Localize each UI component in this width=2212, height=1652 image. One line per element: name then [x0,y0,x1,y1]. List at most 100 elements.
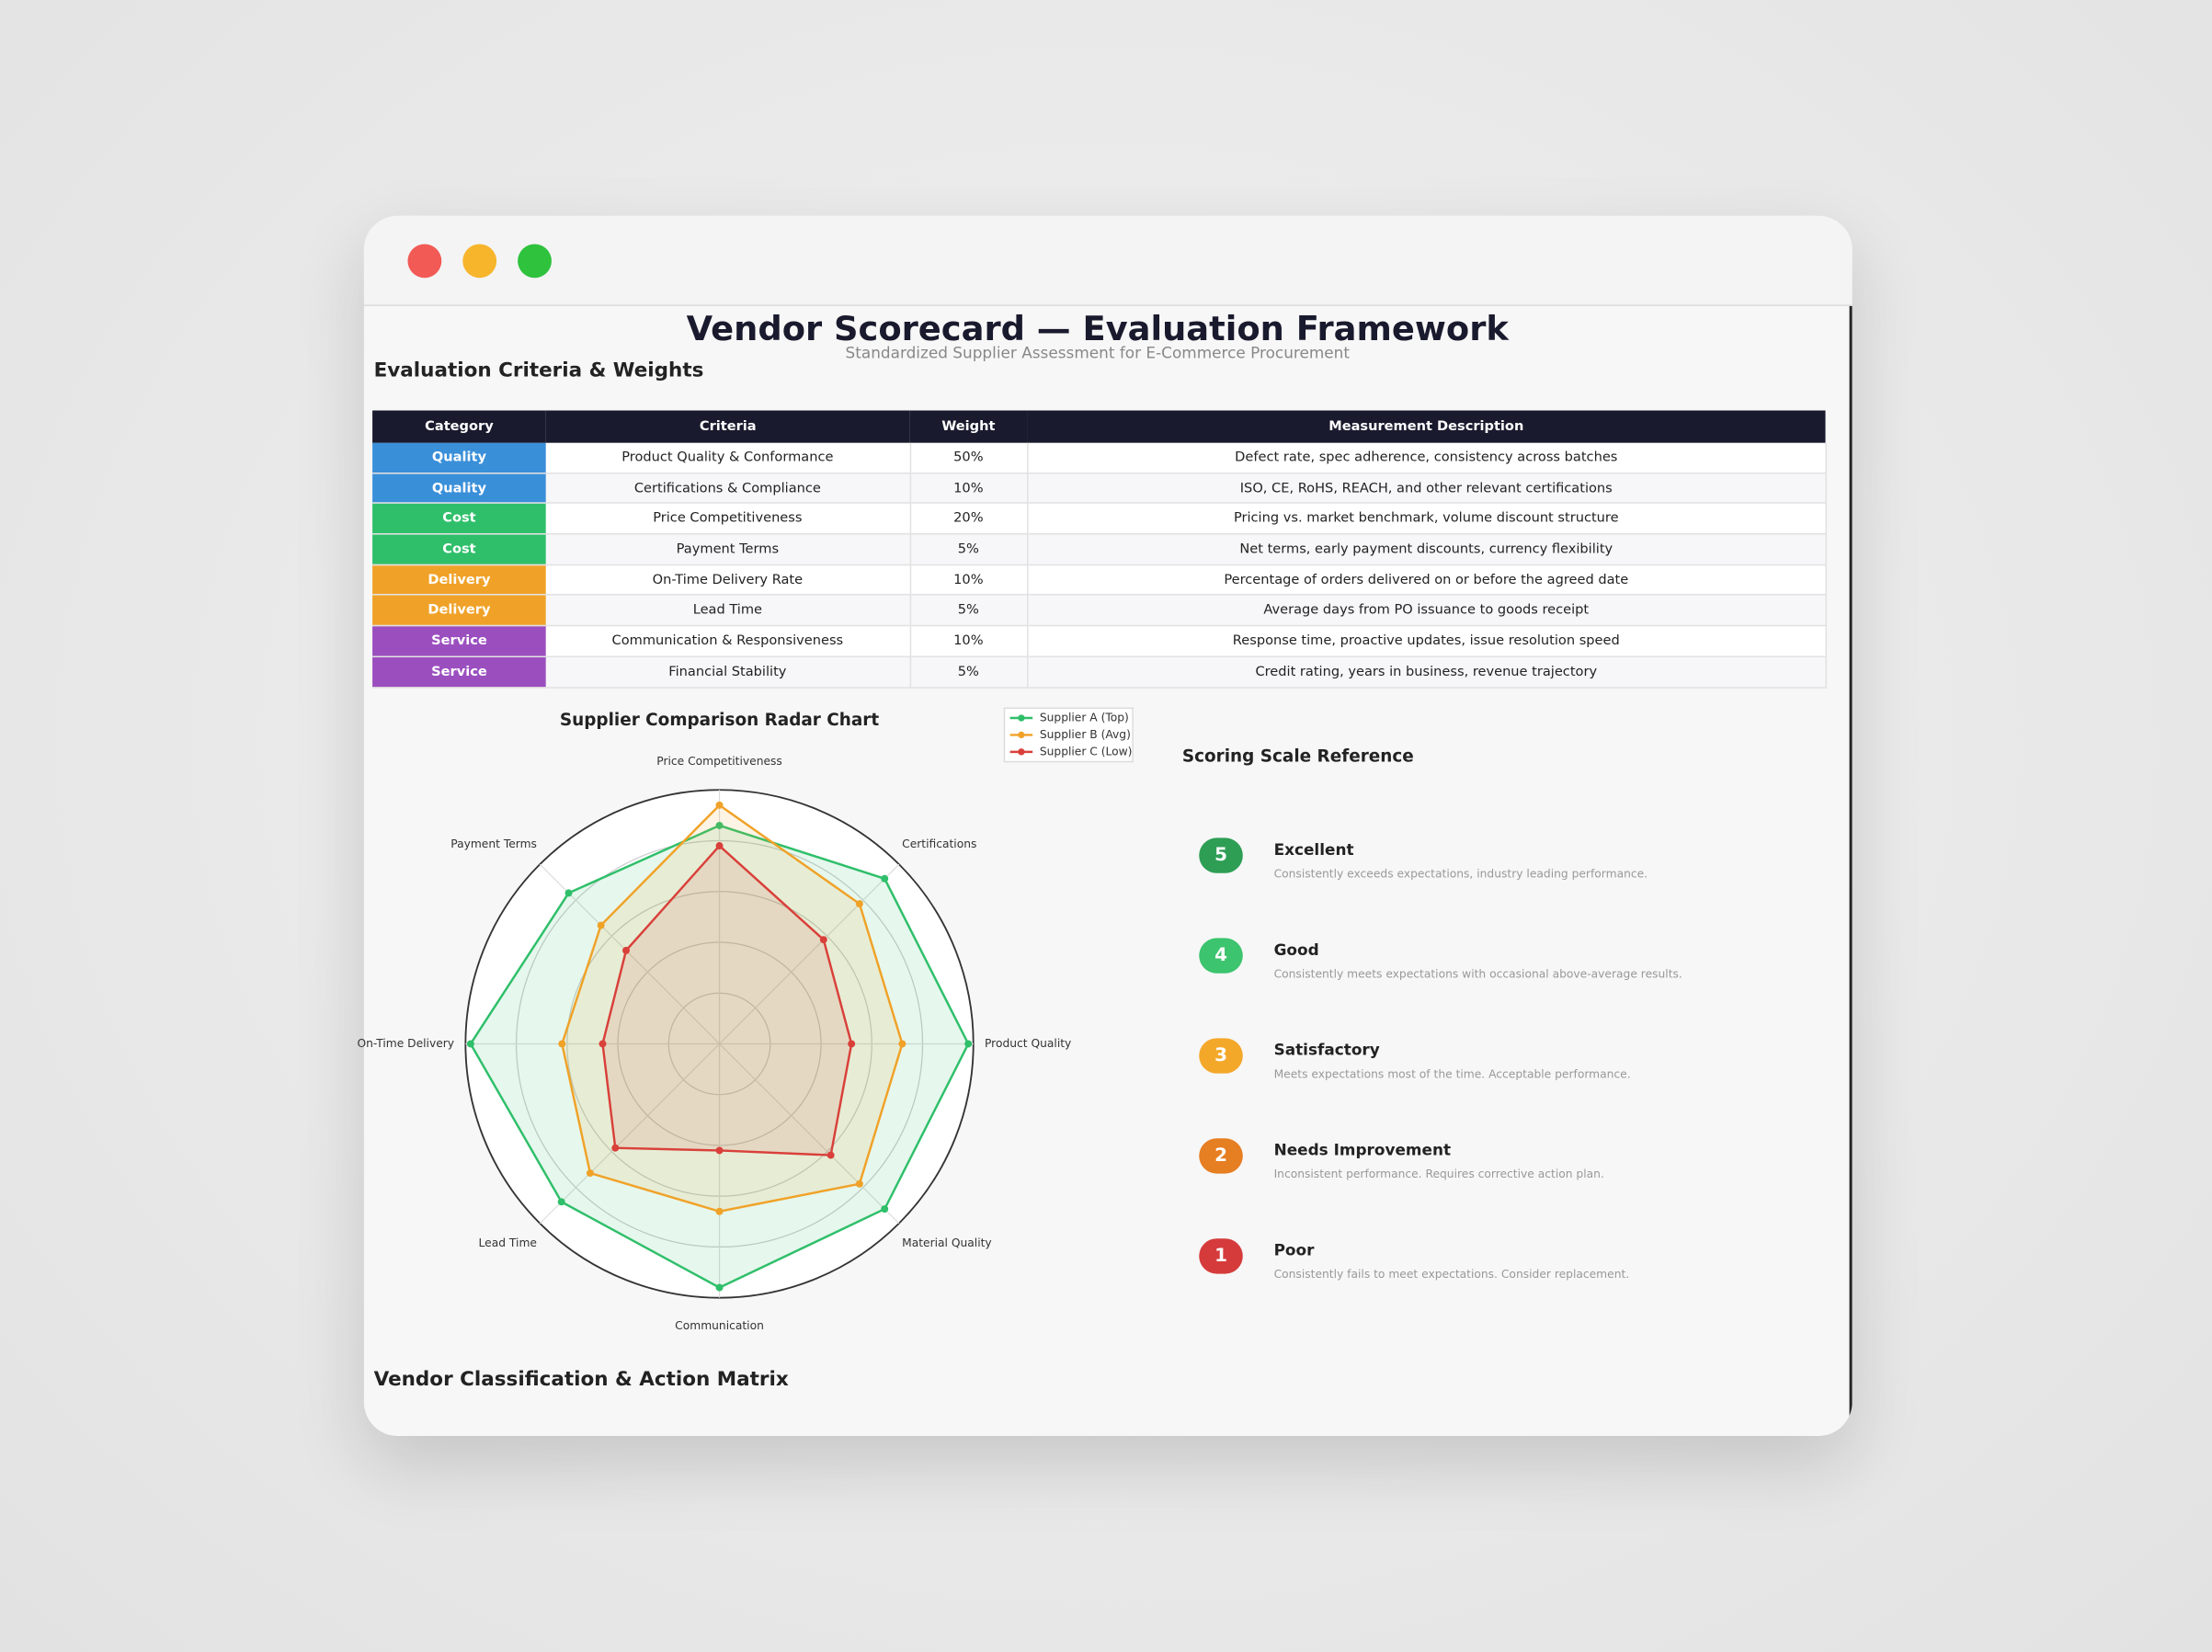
axis-label: Lead Time [479,1236,537,1249]
table-cell: Average days from PO issuance to goods r… [1027,595,1827,627]
table-cell: Price Competitiveness [545,503,911,535]
category-cell: Cost [372,503,546,535]
chart-title: Supplier Comparison Radar Chart [560,711,880,730]
axis-label: Communication [675,1319,764,1332]
axis-label: Price Competitiveness [656,755,782,768]
data-point [819,936,827,944]
criteria-table: Category Criteria Weight Measurement Descri… [372,410,1827,689]
table-cell: 5% [909,655,1028,689]
category-cell: Delivery [372,595,546,627]
score-label: Satisfactory [1273,1041,1380,1060]
score-description: Consistently fails to meet expectations.… [1273,1268,1630,1282]
data-point [855,900,863,908]
table-cell: Response time, proactive updates, issue … [1027,625,1827,657]
table-cell: ISO, CE, RoHS, REACH, and other relevant… [1027,473,1827,505]
column-header: Weight [909,410,1028,443]
data-point [715,801,724,809]
close-button[interactable] [407,244,442,279]
spoke [539,1043,720,1225]
table-cell: Pricing vs. market benchmark, volume dis… [1027,503,1827,535]
title-bar [363,215,1853,306]
section-title: Vendor Classification & Action Matrix [373,1368,789,1391]
data-point [964,1040,973,1048]
category-cell: Quality [372,442,546,474]
table-cell: Credit rating, years in business, revenu… [1027,655,1827,689]
score-badge: 4 [1199,938,1243,974]
score-label: Good [1273,940,1319,960]
data-point [848,1040,856,1048]
category-cell: Cost [372,533,546,565]
table-cell: Product Quality & Conformance [545,442,911,474]
table-cell: Communication & Responsiveness [545,625,911,657]
data-point [715,1207,724,1215]
table-row: Service Financial Stability 5% Credit ratin… [372,655,1827,689]
legend-label: Supplier A (Top) [1040,712,1129,724]
table-cell: Percentage of orders delivered on or bef… [1027,564,1827,597]
score-description: Consistently exceeds expectations, indus… [1273,867,1648,881]
table-row: Quality Product Quality & Conformance 50% D… [372,442,1827,474]
table-cell: 5% [909,595,1028,627]
data-point [622,946,630,954]
data-point [898,1040,906,1048]
data-point [715,1283,724,1292]
data-point [855,1179,863,1188]
column-header: Criteria [545,410,910,443]
column-header: Measurement Description [1027,410,1826,443]
data-point [715,1146,724,1155]
table-row: Service Communication & Responsiveness 10%… [372,625,1827,657]
table-cell: Financial Stability [545,655,911,689]
spoke [719,863,900,1044]
minimize-button[interactable] [462,244,497,279]
data-point [586,1169,594,1178]
data-point [597,921,605,929]
scale-title: Scoring Scale Reference [1181,746,1414,767]
table-row: Delivery On-Time Delivery Rate 10% Percenta… [372,564,1827,597]
table-cell: On-Time Delivery Rate [545,564,911,597]
axis-label: On-Time Delivery [358,1037,455,1050]
legend-marker [1018,731,1025,739]
data-point [611,1144,620,1152]
data-point [715,842,724,850]
table-row: Quality Certifications & Compliance 10% ISO… [372,473,1827,505]
data-point [881,874,889,883]
category-cell: Delivery [372,564,546,597]
axis-label: Material Quality [902,1236,992,1249]
table-cell: Payment Terms [545,533,911,565]
score-label: Excellent [1273,840,1354,860]
table-row: Cost Payment Terms 5% Net terms, early paym… [372,533,1827,565]
table-cell: 20% [909,503,1028,535]
data-point [564,889,573,897]
score-badge: 5 [1199,837,1243,873]
legend-marker [1018,748,1025,756]
score-description: Consistently meets expectations with occ… [1273,967,1682,981]
data-point [466,1040,474,1048]
data-point [557,1198,565,1206]
table-cell: Defect rate, spec adherence, consistency… [1027,442,1827,474]
table-cell: Lead Time [545,595,911,627]
legend-marker [1018,714,1025,722]
table-cell: Net terms, early payment discounts, curr… [1027,533,1827,565]
score-badge: 2 [1199,1138,1243,1174]
column-header: Category [372,410,546,443]
score-label: Poor [1273,1241,1315,1260]
data-point [558,1040,566,1048]
section-title: Evaluation Criteria & Weights [373,359,704,382]
page-subtitle: Standardized Supplier Assessment for E-C… [845,344,1350,363]
data-point [827,1151,835,1159]
score-badge: 3 [1199,1038,1243,1074]
table-cell: 50% [909,442,1028,474]
category-cell: Quality [372,473,546,505]
score-label: Needs Improvement [1273,1141,1452,1160]
axis-label: Certifications [902,837,976,850]
data-point [881,1205,889,1213]
maximize-button[interactable] [518,244,552,279]
table-body: Quality Product Quality & Conformance 50% D… [372,442,1827,689]
page-title: Vendor Scorecard — Evaluation Framework [686,309,1509,348]
axis-label: Payment Terms [450,837,537,850]
table-row: Delivery Lead Time 5% Average days from PO … [372,595,1827,627]
score-description: Meets expectations most of the time. Acc… [1273,1067,1631,1081]
table-header: Category Criteria Weight Measurement Descri… [372,410,1826,443]
legend-label: Supplier C (Low) [1040,745,1133,758]
